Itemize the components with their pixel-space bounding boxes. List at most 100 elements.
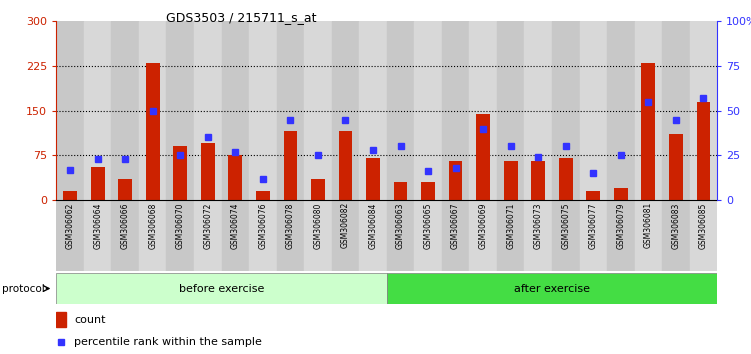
Bar [580,21,607,200]
Bar [497,200,524,271]
Text: GSM306073: GSM306073 [534,202,543,249]
Text: protocol: protocol [2,284,44,293]
Bar [167,200,194,271]
Text: GSM306062: GSM306062 [65,202,74,249]
Bar [421,182,435,200]
Text: GSM306066: GSM306066 [121,202,130,249]
Bar [194,21,222,200]
Bar [84,21,111,200]
Bar [607,21,635,200]
Bar [91,167,104,200]
Bar [139,200,167,271]
Bar [119,179,132,200]
Text: GSM306074: GSM306074 [231,202,240,249]
Bar [222,21,249,200]
Bar [56,312,66,327]
Bar [662,200,689,271]
Bar [552,200,580,271]
Bar [476,114,490,200]
Text: GSM306065: GSM306065 [424,202,433,249]
Text: GSM306072: GSM306072 [204,202,213,249]
Text: GSM306083: GSM306083 [671,202,680,249]
Text: GSM306068: GSM306068 [148,202,157,249]
Bar [524,21,552,200]
Bar [56,200,84,271]
Text: GSM306080: GSM306080 [313,202,322,249]
Bar [469,21,497,200]
Bar [359,21,387,200]
Bar [311,179,324,200]
Bar [56,273,387,304]
Text: GSM306081: GSM306081 [644,202,653,249]
Text: before exercise: before exercise [179,284,264,293]
Bar [641,63,655,200]
Text: GSM306071: GSM306071 [506,202,515,249]
Bar [504,161,517,200]
Bar [669,135,683,200]
Bar [394,182,407,200]
Bar [249,21,276,200]
Bar [201,143,215,200]
Bar [531,161,545,200]
Bar [173,147,187,200]
Bar [415,200,442,271]
Bar [111,200,139,271]
Bar [387,21,415,200]
Bar [194,200,222,271]
Bar [469,200,497,271]
Text: count: count [74,315,106,325]
Text: GSM306064: GSM306064 [93,202,102,249]
Bar [449,161,463,200]
Text: GSM306078: GSM306078 [286,202,295,249]
Bar [387,273,717,304]
Bar [662,21,689,200]
Text: GSM306082: GSM306082 [341,202,350,249]
Text: GSM306084: GSM306084 [369,202,378,249]
Bar [304,21,332,200]
Text: GSM306085: GSM306085 [699,202,708,249]
Text: GDS3503 / 215711_s_at: GDS3503 / 215711_s_at [166,11,317,24]
Bar [63,191,77,200]
Bar [332,21,359,200]
Text: GSM306067: GSM306067 [451,202,460,249]
Text: GSM306076: GSM306076 [258,202,267,249]
Text: percentile rank within the sample: percentile rank within the sample [74,337,262,347]
Bar [614,188,628,200]
Bar [339,131,352,200]
Bar [249,200,276,271]
Bar [283,131,297,200]
Bar [56,21,84,200]
Bar [497,21,524,200]
Bar [442,21,469,200]
Bar [580,200,607,271]
Bar [587,191,600,200]
Bar [146,63,159,200]
Bar [689,21,717,200]
Text: after exercise: after exercise [514,284,590,293]
Bar [552,21,580,200]
Bar [276,200,304,271]
Bar [359,200,387,271]
Bar [635,21,662,200]
Bar [366,158,380,200]
Text: GSM306075: GSM306075 [561,202,570,249]
Bar [111,21,139,200]
Bar [696,102,710,200]
Bar [222,200,249,271]
Bar [607,200,635,271]
Bar [84,200,111,271]
Bar [635,200,662,271]
Bar [559,158,572,200]
Text: GSM306077: GSM306077 [589,202,598,249]
Bar [276,21,304,200]
Bar [228,155,242,200]
Text: GSM306070: GSM306070 [176,202,185,249]
Bar [689,200,717,271]
Bar [167,21,194,200]
Text: GSM306063: GSM306063 [396,202,405,249]
Bar [387,200,415,271]
Bar [442,200,469,271]
Bar [415,21,442,200]
Bar [524,200,552,271]
Text: GSM306069: GSM306069 [478,202,487,249]
